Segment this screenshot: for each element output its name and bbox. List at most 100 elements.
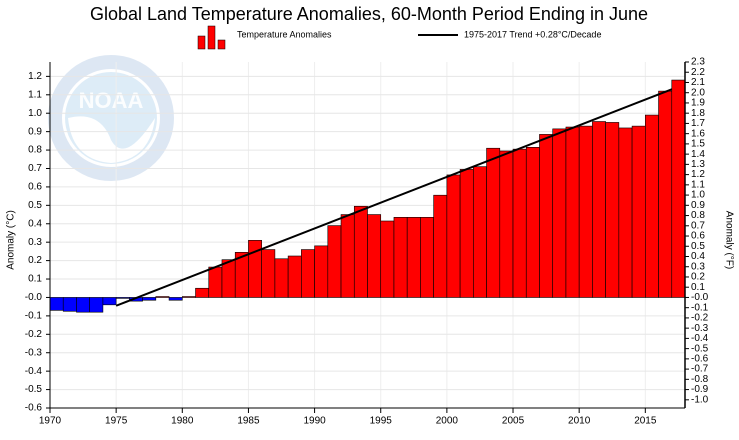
y-tick-label: -0.3: [25, 347, 43, 358]
legend-label: 1975-2017 Trend +0.28°C/Decade: [464, 29, 601, 39]
y-tick-label: -0.2: [25, 329, 43, 340]
x-tick-label: 1980: [171, 416, 194, 427]
y-tick-label: 0.6: [28, 182, 42, 193]
y2-tick-label: 0.9: [691, 200, 705, 211]
bar: [301, 249, 315, 298]
y2-axis-label: Anomaly (°F): [723, 211, 734, 269]
x-tick-label: 1970: [39, 416, 62, 427]
bar: [671, 79, 686, 298]
bar: [208, 266, 223, 298]
y2-tick-label: 1.8: [691, 108, 705, 119]
bar: [512, 148, 527, 298]
y-tick-label: 0.1: [28, 274, 42, 285]
x-tick-label: 2000: [436, 416, 459, 427]
bar: [367, 214, 382, 298]
y2-tick-label: -1.0: [691, 394, 709, 405]
y-tick-label: -0.1: [25, 311, 43, 322]
bar: [314, 245, 329, 298]
y2-tick-label: -0.4: [691, 333, 709, 344]
y2-tick-label: 0.8: [691, 210, 705, 221]
bar: [433, 194, 448, 298]
y-tick-label: 1.0: [28, 108, 42, 119]
y2-tick-label: 1.2: [691, 169, 705, 180]
bar: [539, 134, 554, 298]
bar: [420, 217, 434, 298]
x-tick-label: 2015: [634, 416, 657, 427]
y2-tick-label: 0.5: [691, 241, 705, 252]
y2-tick-label: -0.6: [691, 354, 709, 365]
bar: [115, 297, 130, 299]
x-tick-label: 1995: [370, 416, 393, 427]
x-tick-label: 2010: [568, 416, 591, 427]
bar: [142, 297, 157, 301]
y2-tick-label: -0.0: [691, 292, 709, 303]
bar: [605, 122, 620, 298]
y2-tick-label: -0.8: [691, 374, 709, 385]
bar: [592, 121, 606, 298]
y-tick-label: 0.7: [28, 163, 42, 174]
bar: [406, 217, 421, 298]
y-tick-label: 0.5: [28, 200, 42, 211]
bar: [578, 125, 593, 298]
y2-tick-label: -0.2: [691, 313, 709, 324]
y-tick-label: -0.6: [25, 403, 43, 414]
y-tick-label: -0.5: [25, 384, 43, 395]
y-tick-label: -0.4: [25, 366, 43, 377]
y2-tick-label: 2.2: [691, 67, 705, 78]
y2-tick-label: 0.1: [691, 282, 705, 293]
bar: [499, 150, 514, 298]
y-tick-label: 0.8: [28, 145, 42, 156]
y-tick-label: 0.3: [28, 237, 42, 248]
bar: [261, 249, 276, 298]
bar: [340, 214, 355, 298]
y-tick-label: 0.4: [28, 218, 42, 229]
bar: [473, 166, 487, 298]
bar: [62, 297, 77, 312]
y2-tick-label: -0.9: [691, 384, 709, 395]
logo-ring: [48, 55, 174, 181]
watermark: NOAA: [79, 88, 144, 113]
bar: [525, 147, 540, 298]
bar: [221, 259, 236, 298]
y-tick-label: 0.2: [28, 255, 42, 266]
bar: [102, 297, 117, 306]
y2-tick-label: 2.1: [691, 77, 705, 88]
y-tick-label: 1.2: [28, 71, 42, 82]
chart-title: Global Land Temperature Anomalies, 60-Mo…: [90, 4, 648, 24]
legend-swatch: [217, 39, 226, 50]
bar: [631, 125, 646, 298]
bar: [274, 258, 289, 298]
y2-tick-label: -0.3: [691, 323, 709, 334]
bar: [155, 296, 170, 298]
y2-tick-label: 1.3: [691, 159, 705, 170]
bar: [552, 128, 567, 298]
bar: [658, 90, 673, 298]
y-tick-label: 1.1: [28, 89, 42, 100]
bar: [393, 217, 408, 298]
bar: [195, 287, 210, 298]
y2-tick-label: 2.0: [691, 87, 705, 98]
y-tick-label: 0.9: [28, 126, 42, 137]
trend-line: [115, 88, 673, 307]
y2-tick-label: 0.4: [691, 251, 705, 262]
bar: [459, 169, 474, 298]
y2-tick-label: -0.1: [691, 302, 709, 313]
y2-tick-label: -0.7: [691, 364, 709, 375]
x-tick-label: 2005: [502, 416, 525, 427]
bar: [353, 205, 368, 298]
bar: [76, 297, 90, 313]
bar: [49, 297, 64, 311]
y2-tick-label: 1.0: [691, 190, 705, 201]
noaa-logo: [48, 55, 174, 181]
y2-tick-label: 1.9: [691, 98, 705, 109]
bar: [380, 220, 395, 298]
legend-swatch: [197, 35, 206, 50]
bar: [645, 114, 659, 298]
y2-tick-label: 1.5: [691, 139, 705, 150]
y-axis-label: Anomaly (°C): [6, 210, 17, 270]
bar: [287, 255, 302, 298]
bar: [565, 126, 580, 298]
bar: [618, 127, 633, 298]
y2-tick-label: 1.7: [691, 118, 705, 129]
